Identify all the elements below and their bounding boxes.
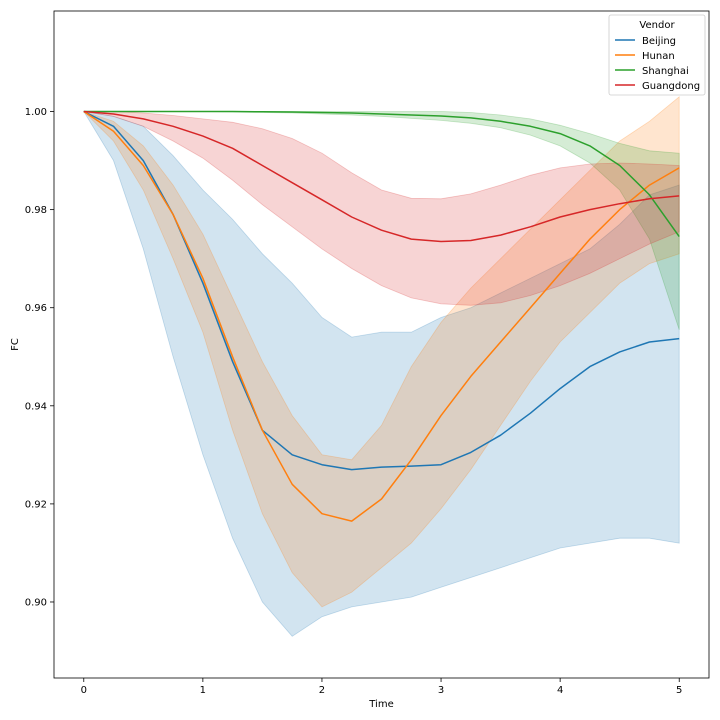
x-axis-ticks: 0 1 2 3 4 5 [81, 678, 682, 696]
legend-title: Vendor [639, 20, 675, 31]
y-tick-label: 0.96 [25, 303, 47, 314]
x-axis-label: Time [368, 699, 393, 710]
y-tick-label: 0.98 [25, 205, 47, 216]
legend-box [608, 14, 706, 96]
legend-label-beijing: Beijing [642, 36, 676, 47]
y-tick-label: 0.90 [25, 597, 47, 608]
x-tick-label: 0 [81, 685, 87, 696]
band-hunan [83, 95, 680, 608]
x-tick-label: 5 [676, 685, 682, 696]
y-axis-label: FC [10, 338, 21, 351]
x-tick-label: 4 [557, 685, 563, 696]
line-shanghai [83, 110, 680, 238]
plot-frame [53, 10, 710, 679]
band-beijing [83, 110, 680, 637]
series-lines [83, 110, 680, 522]
line-hunan [83, 110, 680, 522]
x-tick-label: 1 [200, 685, 206, 696]
legend-label-shanghai: Shanghai [642, 66, 689, 77]
y-tick-label: 0.94 [25, 401, 47, 412]
confidence-bands [83, 95, 680, 637]
x-tick-label: 2 [319, 685, 325, 696]
y-tick-label: 0.92 [25, 499, 47, 510]
band-guangdong [83, 111, 680, 306]
legend-label-hunan: Hunan [642, 51, 675, 62]
legend: Vendor Beijing Hunan Shanghai Guangdong [608, 14, 706, 96]
y-axis-ticks: 0.90 0.92 0.94 0.96 0.98 1.00 [25, 107, 54, 608]
y-tick-label: 1.00 [25, 107, 47, 118]
line-guangdong [83, 110, 680, 243]
x-tick-label: 3 [438, 685, 444, 696]
legend-items: Beijing Hunan Shanghai Guangdong [615, 36, 700, 92]
legend-label-guangdong: Guangdong [642, 81, 700, 92]
